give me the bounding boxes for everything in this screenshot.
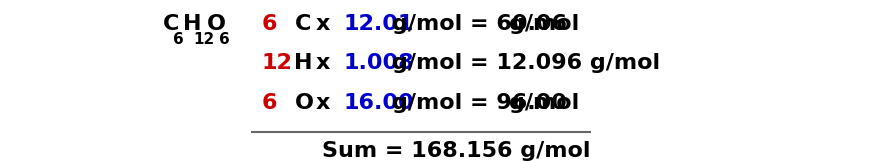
Text: g/mol = 12.096 g/mol: g/mol = 12.096 g/mol [392, 53, 661, 73]
Text: x: x [315, 53, 330, 73]
Text: O: O [295, 93, 313, 113]
Text: x: x [315, 93, 330, 113]
Text: 16.00: 16.00 [343, 93, 414, 113]
Text: O: O [207, 14, 227, 34]
Text: 6: 6 [262, 93, 276, 113]
Text: C: C [163, 14, 179, 34]
Text: H: H [295, 53, 313, 73]
Text: 1.008: 1.008 [343, 53, 414, 73]
Text: 12: 12 [262, 53, 292, 73]
Text: 6: 6 [219, 32, 229, 47]
Text: g/mol = 60.06: g/mol = 60.06 [392, 14, 567, 34]
Text: x: x [315, 14, 330, 34]
Text: 6: 6 [173, 32, 184, 47]
Text: g/mol = 96.00: g/mol = 96.00 [392, 93, 567, 113]
Text: H: H [183, 14, 201, 34]
Text: 6: 6 [262, 14, 276, 34]
Text: Sum = 168.156 g/mol: Sum = 168.156 g/mol [322, 141, 590, 161]
Text: 12.01: 12.01 [343, 14, 414, 34]
Text: g/mol: g/mol [509, 93, 579, 113]
Text: C: C [295, 14, 311, 34]
Text: 12: 12 [193, 32, 214, 47]
Text: g/mol: g/mol [509, 14, 579, 34]
